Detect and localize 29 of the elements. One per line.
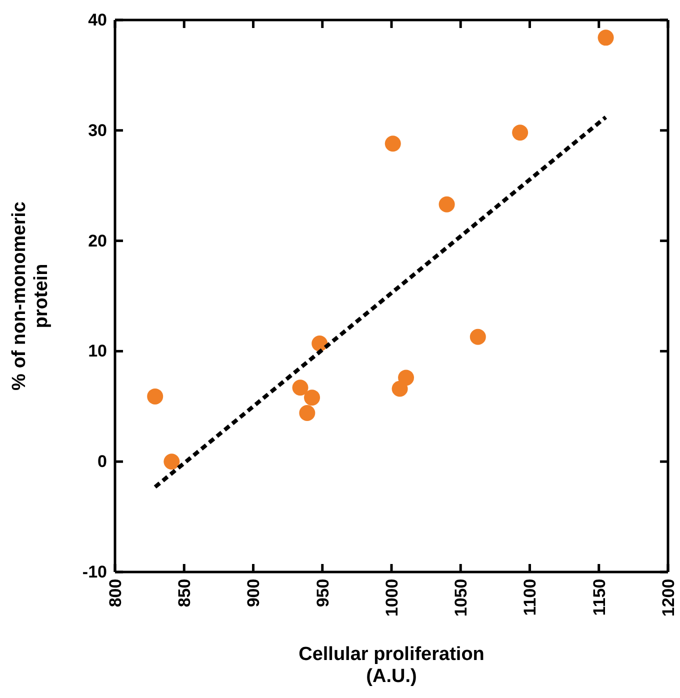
point xyxy=(398,370,414,386)
y-tick-label: -10 xyxy=(82,562,107,582)
point xyxy=(304,390,320,406)
x-tick-label: 1100 xyxy=(520,578,540,616)
y-tick-label: 20 xyxy=(88,231,107,250)
point xyxy=(299,405,316,422)
y-tick-label: 0 xyxy=(98,452,107,472)
x-tick-label: 1200 xyxy=(658,578,678,617)
point xyxy=(438,196,455,212)
y-tick-label: 30 xyxy=(88,120,107,140)
point xyxy=(164,454,180,470)
point xyxy=(292,380,308,396)
point xyxy=(598,30,614,46)
x-tick-label: 950 xyxy=(313,578,332,608)
x-tick-label: 850 xyxy=(175,578,194,608)
point xyxy=(384,136,401,152)
x-tick-label: 800 xyxy=(106,578,125,608)
point xyxy=(312,335,328,352)
point xyxy=(147,388,164,404)
x-tick-label: 900 xyxy=(244,578,264,608)
y-tick-label: 10 xyxy=(88,342,107,361)
x-tick-label: 1150 xyxy=(590,578,609,616)
x-tick-label: 1050 xyxy=(452,578,471,617)
point xyxy=(470,328,486,345)
point xyxy=(512,124,528,141)
x-tick-label: 1000 xyxy=(382,578,402,617)
y-tick-label: 40 xyxy=(88,10,107,30)
y-axis-title: % of non-monomeric protein xyxy=(9,201,52,390)
x-axis-title: Cellular proliferation (A.U.) xyxy=(298,644,484,687)
